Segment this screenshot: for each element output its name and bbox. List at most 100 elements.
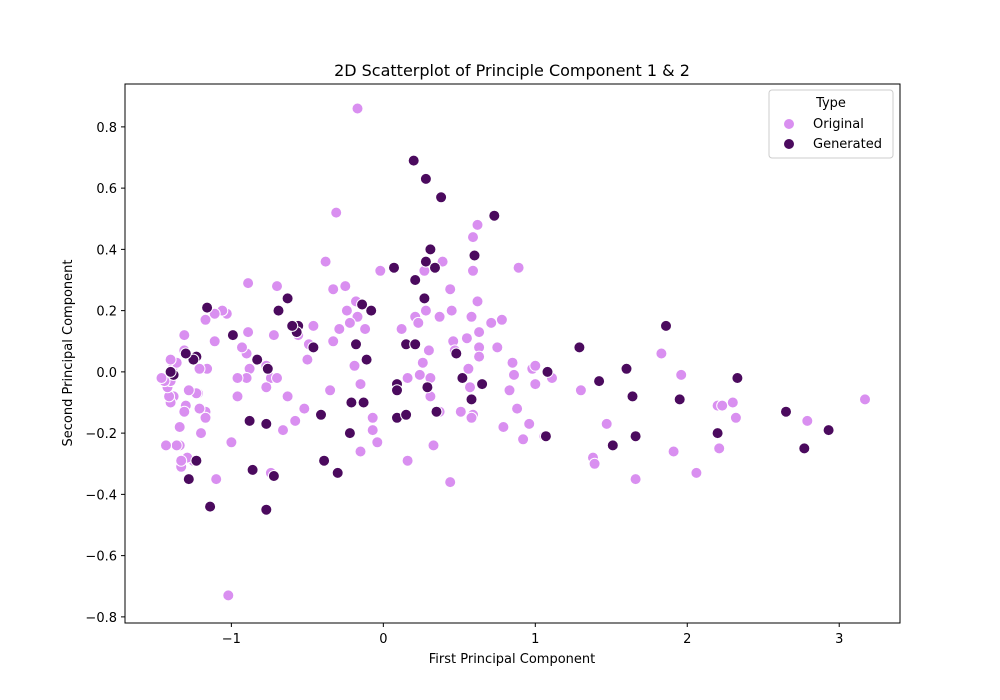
- point-generated-20: [315, 408, 327, 421]
- point-original-34: [242, 277, 255, 290]
- point-original-81: [374, 264, 387, 277]
- point-original-102: [444, 476, 457, 489]
- point-original-90: [413, 368, 426, 381]
- point-original-96: [433, 310, 446, 323]
- point-original-126: [517, 433, 530, 446]
- point-generated-11: [356, 298, 369, 311]
- point-generated-56: [539, 430, 552, 443]
- point-generated-14: [360, 353, 373, 366]
- point-generated-21: [307, 341, 320, 354]
- point-original-73: [160, 439, 172, 452]
- point-original-32: [260, 381, 273, 394]
- point-generated-6: [429, 261, 441, 274]
- point-original-42: [225, 436, 238, 449]
- point-original-13: [354, 378, 367, 391]
- point-original-80: [155, 372, 168, 384]
- point-original-76: [164, 353, 177, 366]
- x-tick-label: 0: [379, 632, 387, 647]
- point-original-21: [298, 402, 311, 415]
- point-generated-29: [261, 362, 274, 375]
- point-original-19: [307, 319, 320, 332]
- point-generated-57: [541, 365, 554, 378]
- y-axis-label: Second Principal Component: [61, 260, 76, 447]
- point-generated-43: [164, 365, 177, 378]
- point-original-23: [281, 390, 294, 403]
- point-generated-62: [626, 390, 639, 403]
- point-original-53: [195, 427, 207, 440]
- point-original-91: [422, 344, 435, 357]
- point-generated-31: [251, 353, 264, 366]
- point-generated-32: [246, 463, 259, 476]
- point-generated-9: [418, 292, 431, 305]
- point-original-15: [366, 424, 379, 437]
- point-original-47: [208, 335, 221, 348]
- x-tick-label: 1: [531, 632, 539, 647]
- point-generated-66: [711, 427, 724, 440]
- point-generated-16: [357, 396, 370, 409]
- point-original-88: [419, 304, 432, 317]
- point-generated-36: [201, 301, 214, 314]
- x-tick-label: 3: [835, 632, 843, 647]
- point-original-103: [454, 405, 467, 418]
- y-tick-label: −0.4: [85, 488, 117, 503]
- point-generated-50: [421, 381, 434, 394]
- legend-label-original: Original: [813, 117, 864, 132]
- point-generated-69: [798, 442, 811, 455]
- y-tick-label: −0.6: [85, 550, 117, 565]
- point-original-136: [600, 417, 613, 430]
- point-generated-30: [260, 503, 273, 516]
- point-original-84: [401, 454, 414, 467]
- point-original-143: [713, 442, 726, 455]
- point-generated-70: [822, 424, 835, 437]
- point-generated-59: [593, 375, 606, 388]
- point-original-52: [199, 313, 212, 326]
- point-original-137: [629, 473, 642, 486]
- point-original-121: [503, 384, 516, 397]
- point-original-0: [351, 102, 364, 115]
- legend: Type Original Generated: [768, 89, 894, 159]
- point-original-69: [173, 421, 186, 433]
- point-generated-53: [456, 372, 469, 384]
- point-generated-35: [204, 500, 217, 513]
- point-generated-65: [673, 393, 686, 406]
- point-original-120: [497, 421, 510, 433]
- point-original-43: [222, 589, 235, 602]
- point-generated-2: [435, 191, 448, 204]
- legend-title: Type: [815, 96, 846, 111]
- point-original-27: [271, 280, 283, 293]
- point-original-123: [508, 368, 520, 381]
- point-generated-68: [780, 405, 792, 418]
- y-tick-label: 0.0: [96, 366, 117, 381]
- point-original-40: [231, 390, 244, 403]
- point-generated-55: [476, 378, 489, 391]
- point-original-9: [359, 323, 372, 335]
- point-original-145: [726, 396, 739, 409]
- legend-box: [768, 89, 894, 159]
- point-original-117: [485, 316, 498, 329]
- point-original-99: [445, 304, 458, 317]
- chart-title: 2D Scatterplot of Principle Component 1 …: [334, 61, 690, 80]
- point-original-10: [333, 323, 346, 335]
- point-original-146: [729, 411, 742, 424]
- point-original-14: [366, 411, 379, 424]
- point-generated-19: [318, 454, 331, 467]
- point-original-109: [465, 310, 478, 323]
- point-original-30: [271, 372, 283, 384]
- plot-frame: [124, 83, 901, 624]
- point-generated-25: [281, 292, 294, 305]
- point-original-82: [395, 323, 408, 335]
- point-original-138: [655, 347, 668, 360]
- point-original-127: [523, 417, 536, 430]
- point-original-17: [371, 436, 384, 449]
- point-original-62: [178, 405, 191, 418]
- point-original-56: [193, 362, 206, 375]
- point-generated-27: [267, 470, 280, 482]
- point-generated-28: [260, 417, 273, 430]
- point-original-119: [495, 313, 508, 326]
- point-generated-39: [179, 347, 192, 360]
- point-original-124: [511, 402, 524, 415]
- point-original-105: [462, 362, 475, 375]
- x-axis-label: First Principal Component: [429, 652, 596, 667]
